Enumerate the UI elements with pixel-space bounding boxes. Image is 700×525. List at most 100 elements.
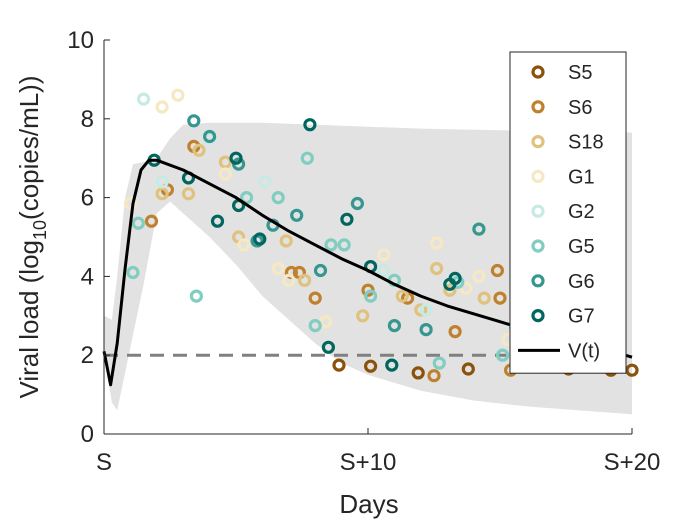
data-point-g5-1 (131, 216, 145, 230)
data-point-s6-5 (308, 291, 322, 305)
data-point-g6-1 (203, 129, 217, 144)
data-point-s18-6 (298, 273, 312, 287)
data-point-s18-10 (430, 261, 444, 276)
data-point-g1-9 (430, 236, 444, 250)
data-point-s18-11 (443, 283, 457, 297)
legend-label-g5: G5 (568, 236, 595, 258)
data-point-g5-7 (324, 238, 338, 252)
y-axis-title-subscript: 10 (30, 220, 50, 240)
data-point-s18-9 (414, 303, 428, 317)
data-point-s6-9 (448, 325, 462, 339)
data-point-g5-11 (432, 356, 446, 370)
data-point-s5-6 (625, 363, 639, 377)
data-point-g5-0 (126, 265, 140, 280)
data-point-g1-2 (171, 88, 185, 102)
data-point-g1-1 (155, 100, 169, 114)
legend-label-s5: S5 (568, 62, 592, 84)
y-tick-label: 10 (67, 27, 94, 54)
x-tick-label: S+10 (340, 449, 397, 476)
data-point-g1-5 (271, 261, 285, 276)
series-s5 (332, 358, 639, 380)
data-point-g5-8 (337, 238, 351, 252)
data-point-g7-8 (340, 212, 354, 226)
data-point-g2-3 (258, 175, 272, 189)
data-point-g6-8 (387, 319, 401, 333)
legend-marker-s6 (531, 100, 545, 114)
legend-marker-g7 (531, 309, 545, 323)
data-point-s6-11 (493, 291, 507, 305)
y-tick-label: 4 (81, 263, 94, 290)
legend-marker-s18 (531, 135, 545, 149)
data-point-g2-5 (419, 303, 433, 317)
legend-marker-g6 (531, 274, 545, 288)
confidence-band-layer (104, 122, 632, 415)
data-point-g7-7 (321, 340, 335, 354)
data-point-s5-3 (461, 362, 475, 376)
legend-label-g2: G2 (568, 201, 595, 223)
data-point-g7-2 (210, 214, 225, 228)
legend-marker-s5 (531, 65, 545, 79)
data-point-s18-3 (218, 155, 232, 169)
data-point-g6-7 (350, 196, 364, 211)
data-point-g6-9 (419, 323, 433, 337)
data-point-s18-8 (395, 289, 409, 303)
legend-label-s6: S6 (568, 97, 592, 119)
legend-label-s18: S18 (568, 132, 604, 154)
data-point-g6-10 (472, 222, 486, 236)
data-point-g1-7 (319, 315, 333, 329)
data-point-g2-0 (137, 92, 151, 106)
data-point-g2-1 (155, 175, 169, 189)
y-axis-title-tail: (copies/mL)) (14, 75, 44, 219)
legend-label-g7: G7 (568, 306, 595, 328)
legend-label-model: V(t) (568, 340, 600, 362)
data-point-g5-6 (308, 319, 322, 333)
data-point-s18-7 (356, 309, 370, 323)
x-axis-title: Days (339, 489, 398, 519)
data-point-g7-10 (385, 358, 399, 372)
data-point-g6-5 (290, 208, 304, 222)
y-tick-label: 8 (81, 106, 94, 133)
x-tick-label: S (96, 449, 112, 476)
y-tick-label: 2 (81, 342, 94, 369)
y-tick-label: 0 (81, 421, 94, 448)
legend-box (509, 51, 627, 374)
data-point-g6-0 (187, 114, 201, 128)
data-point-s18-0 (155, 187, 169, 201)
data-point-s6-0 (144, 214, 159, 228)
tick-labels-layer: S S+10 S+20 0 2 4 6 8 10 (67, 27, 660, 476)
legend-marker-g1 (531, 169, 545, 183)
data-point-s18-12 (477, 291, 491, 305)
data-point-g7-5 (253, 232, 267, 246)
data-point-g5-13 (496, 348, 510, 362)
data-point-g1-4 (237, 238, 251, 252)
data-point-g5-4 (271, 191, 285, 205)
series-g6 (187, 114, 523, 337)
data-point-g1-3 (218, 167, 232, 181)
data-point-g7-3 (229, 151, 243, 165)
legend-marker-g5 (531, 239, 545, 253)
y-axis-title-main: Viral load (log (14, 240, 44, 399)
data-point-g1-6 (282, 273, 296, 287)
axes-layer (103, 39, 633, 435)
data-point-g7-6 (303, 118, 317, 132)
data-point-s18-1 (181, 187, 196, 201)
data-point-g5-9 (364, 289, 378, 303)
data-point-g5-2 (189, 289, 203, 303)
data-point-g1-11 (472, 269, 486, 283)
data-point-g5-5 (300, 151, 314, 165)
confidence-band (104, 122, 632, 415)
data-point-g6-6 (313, 263, 328, 278)
data-point-s18-2 (192, 143, 206, 157)
data-point-s6-8 (427, 369, 441, 383)
data-point-g1-8 (377, 248, 391, 262)
data-point-s18-5 (279, 234, 293, 248)
data-point-g2-4 (377, 263, 391, 278)
legend-marker-g2 (531, 204, 545, 218)
series-s18 (155, 143, 491, 323)
y-tick-label: 6 (81, 185, 94, 212)
data-point-s6-10 (490, 263, 504, 278)
x-tick-label: S+20 (604, 449, 661, 476)
legend-label-g1: G1 (568, 166, 595, 188)
y-axis-title: Viral load (log10(copies/mL)) (14, 75, 50, 398)
